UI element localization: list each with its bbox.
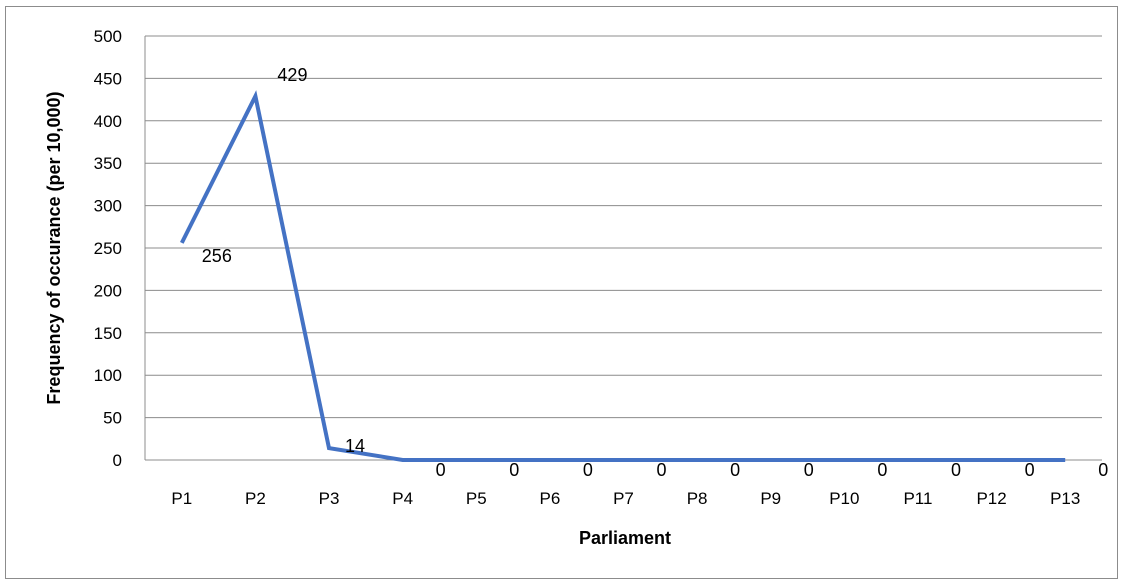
data-label-p6: 0: [583, 460, 593, 480]
y-tick-label-400: 400: [94, 112, 122, 131]
x-tick-label-p5: P5: [466, 489, 487, 508]
data-label-p3: 14: [345, 436, 365, 456]
data-label-p13: 0: [1098, 460, 1108, 480]
x-axis-tick-labels: P1 P2 P3 P4 P5 P6 P7 P8 P9 P10 P11 P12 P13: [171, 489, 1080, 508]
data-label-p7: 0: [657, 460, 667, 480]
data-label-p12: 0: [1025, 460, 1035, 480]
data-label-p9: 0: [804, 460, 814, 480]
y-tick-label-100: 100: [94, 366, 122, 385]
data-label-p8: 0: [730, 460, 740, 480]
x-tick-label-p12: P12: [976, 489, 1006, 508]
y-tick-label-350: 350: [94, 154, 122, 173]
y-axis-title: Frequency of occurance (per 10,000): [44, 91, 64, 404]
series-line-0: [180, 90, 1066, 462]
x-tick-label-p10: P10: [829, 489, 859, 508]
y-tick-label-50: 50: [103, 409, 122, 428]
y-tick-label-450: 450: [94, 69, 122, 88]
y-tick-label-500: 500: [94, 27, 122, 46]
y-tick-label-0: 0: [113, 451, 122, 470]
x-tick-label-p6: P6: [539, 489, 560, 508]
data-labels: 256 429 14 0 0 0 0 0 0 0 0 0 0: [202, 65, 1108, 480]
data-label-p1: 256: [202, 246, 232, 266]
series-lines: [180, 90, 1066, 462]
y-tick-label-300: 300: [94, 197, 122, 216]
y-tick-label-150: 150: [94, 324, 122, 343]
x-tick-label-p9: P9: [760, 489, 781, 508]
data-label-p11: 0: [951, 460, 961, 480]
x-axis-title: Parliament: [579, 528, 671, 548]
x-tick-label-p3: P3: [319, 489, 340, 508]
x-tick-label-p8: P8: [687, 489, 708, 508]
y-tick-label-250: 250: [94, 239, 122, 258]
data-label-p2: 429: [277, 65, 307, 85]
x-tick-label-p7: P7: [613, 489, 634, 508]
x-tick-label-p1: P1: [171, 489, 192, 508]
x-tick-label-p2: P2: [245, 489, 266, 508]
data-label-p10: 0: [877, 460, 887, 480]
x-tick-label-p13: P13: [1050, 489, 1080, 508]
data-label-p5: 0: [509, 460, 519, 480]
chart-frame: [5, 6, 1118, 579]
data-label-p4: 0: [436, 460, 446, 480]
y-axis-tick-labels: 0 50 100 150 200 250 300 350 400 450 500: [94, 27, 122, 470]
x-tick-label-p11: P11: [903, 489, 932, 508]
y-tick-label-200: 200: [94, 281, 122, 300]
x-tick-label-p4: P4: [392, 489, 413, 508]
